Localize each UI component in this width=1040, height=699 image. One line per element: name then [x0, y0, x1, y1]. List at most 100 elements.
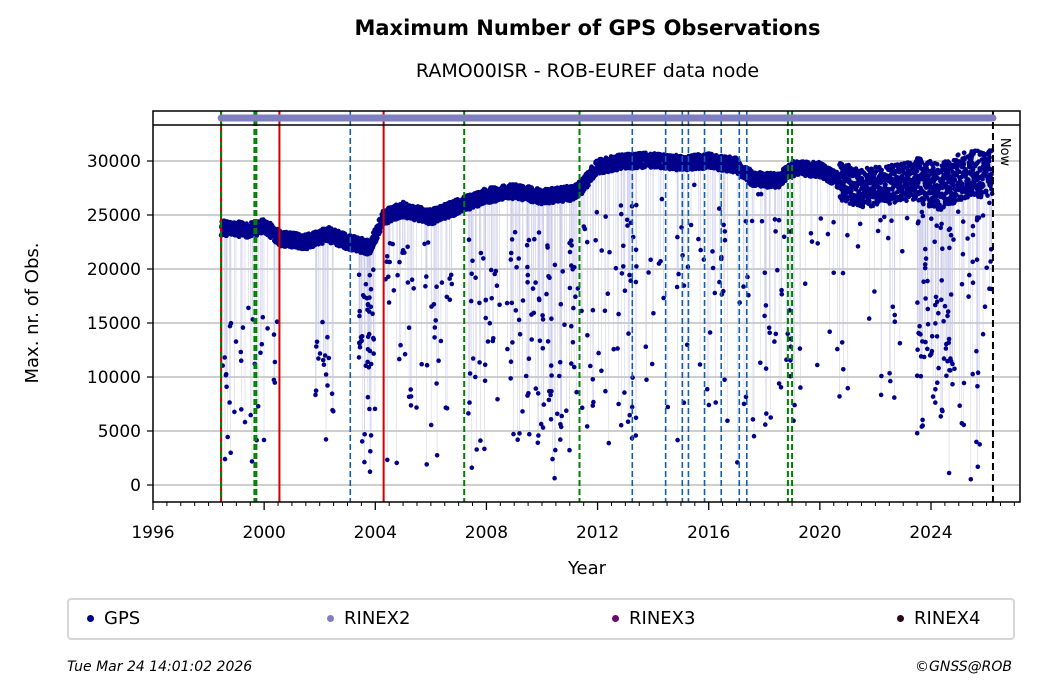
data-point-gps: [391, 288, 397, 293]
data-point-gps: [515, 437, 520, 443]
data-point-gps: [621, 243, 626, 249]
data-point-gps: [651, 311, 656, 316]
data-point-gps: [562, 322, 567, 328]
data-point-gps: [778, 385, 784, 390]
data-point-gps: [560, 269, 565, 274]
data-point-gps: [616, 311, 621, 317]
data-point-gps: [322, 353, 328, 358]
data-point-gps: [749, 218, 755, 224]
data-point-gps: [775, 267, 780, 273]
data-point-gps: [525, 272, 531, 278]
data-point-gps: [781, 234, 787, 240]
data-point-gps: [872, 289, 877, 294]
data-point-gps: [591, 399, 596, 405]
data-point-gps: [368, 361, 374, 367]
data-point-gps: [265, 326, 270, 331]
data-point-gps: [424, 462, 430, 467]
data-point-gps: [488, 267, 494, 273]
data-point-gps: [314, 344, 319, 349]
data-point-gps: [571, 305, 576, 311]
data-point-gps: [768, 415, 773, 420]
data-point-gps: [477, 360, 482, 365]
data-point-gps: [590, 377, 596, 382]
data-point-gps: [573, 294, 578, 300]
data-point-gps: [549, 373, 554, 378]
data-point-gps: [470, 356, 476, 361]
data-point-gps: [474, 447, 480, 452]
data-point-gps: [772, 339, 777, 344]
data-point-gps: [558, 437, 563, 442]
data-point-gps: [473, 275, 478, 281]
data-point-gps: [483, 297, 489, 303]
data-point-gps: [536, 230, 542, 235]
data-point-gps: [831, 219, 836, 225]
data-point-gps: [890, 304, 896, 310]
data-point-gps: [634, 264, 639, 269]
data-point-gps: [274, 319, 280, 325]
data-point-gps: [907, 172, 913, 177]
data-point-gps: [661, 295, 666, 301]
data-point-gps: [491, 336, 496, 341]
data-point-gps: [261, 437, 267, 443]
data-point-gps: [797, 346, 803, 351]
data-point-gps: [411, 286, 417, 291]
data-point-gps: [871, 200, 876, 206]
data-point-gps: [569, 323, 574, 329]
data-point-gps: [633, 415, 639, 421]
data-point-gps: [228, 320, 234, 326]
data-point-gps: [758, 191, 764, 197]
data-point-gps: [497, 302, 502, 308]
data-point-gps: [232, 409, 237, 415]
data-point-gps: [432, 325, 438, 330]
data-point-gps: [469, 271, 475, 277]
data-point-gps: [892, 319, 898, 325]
data-point-gps: [438, 338, 444, 344]
data-point-gps: [888, 378, 893, 384]
data-point-gps: [372, 406, 378, 412]
data-point-gps: [258, 350, 263, 356]
data-point-gps: [449, 281, 455, 287]
data-point-gps: [402, 250, 407, 255]
data-point-gps: [517, 332, 523, 337]
data-point-gps: [605, 291, 611, 297]
data-point-gps: [762, 313, 767, 319]
chart-title: Maximum Number of GPS Observations: [354, 16, 821, 40]
data-point-gps: [482, 378, 488, 384]
data-point-gps: [704, 386, 710, 392]
data-point-gps: [628, 278, 633, 284]
chart-subtitle: RAMO00ISR - ROB-EUREF data node: [415, 60, 760, 82]
data-point-gps: [366, 365, 372, 370]
data-point-gps: [260, 314, 266, 320]
data-point-gps: [855, 244, 861, 249]
data-point-gps: [675, 234, 680, 240]
data-point-gps: [557, 373, 562, 379]
data-point-gps: [368, 304, 374, 310]
grid-layer: [153, 160, 1020, 486]
data-point-gps: [713, 400, 718, 405]
data-point-gps: [627, 272, 632, 278]
data-point-gps: [779, 287, 784, 293]
data-point-gps: [555, 411, 560, 417]
data-point-gps: [904, 198, 909, 204]
data-point-gps: [493, 268, 499, 274]
data-point-gps: [227, 400, 232, 405]
data-point-gps: [530, 286, 536, 291]
data-point-gps: [559, 413, 564, 419]
data-point-gps: [368, 449, 373, 454]
data-point-gps: [447, 297, 453, 303]
data-point-gps: [544, 291, 549, 297]
data-point-gps: [394, 460, 400, 466]
data-point-gps: [367, 348, 373, 354]
data-point-gps: [425, 240, 431, 245]
data-point-gps: [436, 358, 441, 364]
data-point-gps: [550, 456, 555, 462]
data-point-gps: [751, 433, 757, 439]
data-point-gps: [552, 262, 558, 268]
data-point-gps: [386, 274, 391, 280]
data-point-gps: [444, 406, 450, 411]
data-point-gps: [603, 214, 608, 219]
data-layer: [218, 148, 995, 482]
data-point-gps: [447, 276, 453, 281]
data-point-gps: [549, 389, 554, 394]
data-point-gps: [611, 346, 616, 352]
